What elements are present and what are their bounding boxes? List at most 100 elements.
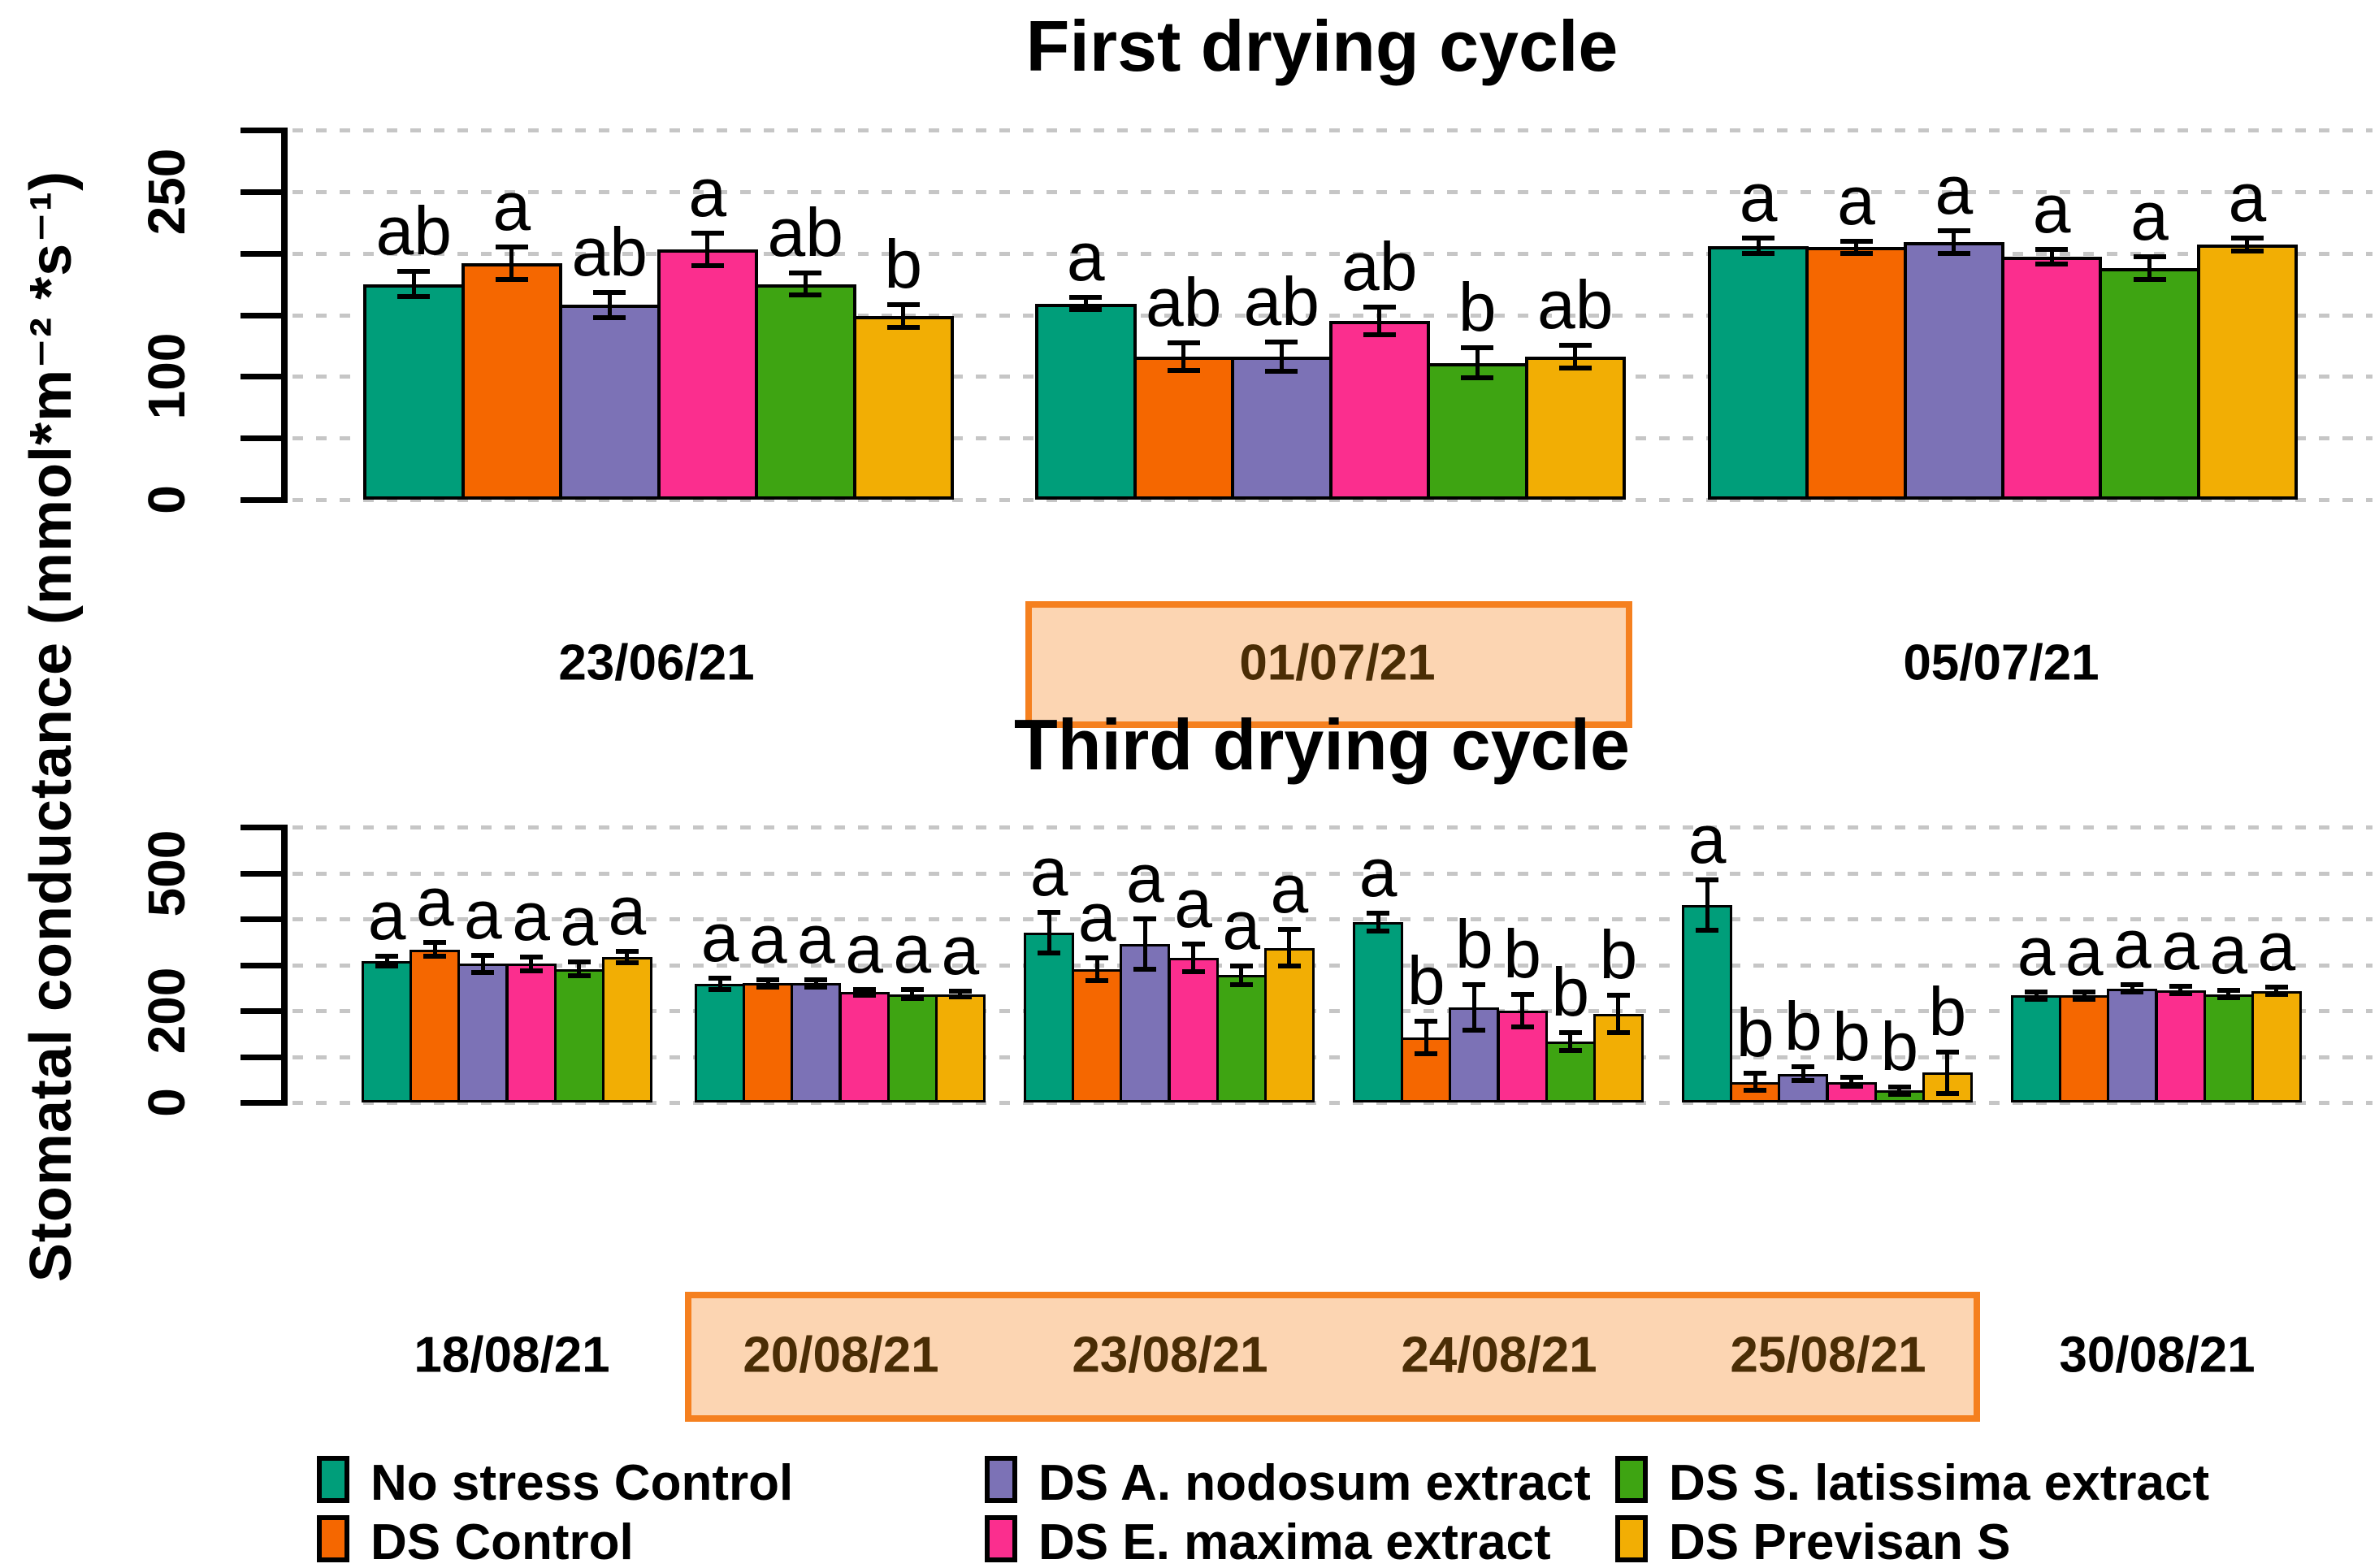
significance-letter: ab	[767, 193, 843, 271]
error-bar-cap-bottom	[1558, 1048, 1582, 1054]
error-bar-cap-top	[1744, 1071, 1767, 1076]
bar	[743, 983, 794, 1102]
significance-letter: a	[688, 154, 727, 232]
error-bar-cap-top	[471, 953, 495, 959]
highlight-box	[685, 1292, 1980, 1422]
error-bar	[1520, 994, 1525, 1027]
y-axis-tick	[240, 825, 284, 830]
error-bar-cap-bottom	[2169, 991, 2192, 997]
legend-color-swatch	[985, 1515, 1017, 1562]
error-bar	[1239, 966, 1244, 985]
y-axis-tick-label: 0	[137, 485, 196, 514]
error-bar	[1753, 1073, 1757, 1090]
bar	[1524, 357, 1626, 500]
bar	[2203, 994, 2254, 1102]
error-bar-cap-bottom	[2216, 995, 2240, 1001]
y-axis-tick	[240, 250, 284, 257]
error-bar-cap-top	[375, 954, 399, 959]
error-bar-cap-bottom	[1277, 964, 1301, 969]
y-axis-tick	[240, 374, 284, 380]
y-axis-tick	[240, 1054, 284, 1060]
error-bar-cap-bottom	[1167, 367, 1200, 373]
bar	[457, 964, 509, 1102]
significance-letter: a	[748, 900, 787, 977]
error-bar-cap-top	[2230, 236, 2264, 241]
error-bar-cap-bottom	[1840, 1084, 1863, 1089]
significance-letter: a	[464, 877, 502, 954]
legend-item-label: DS S. latissima extract	[1669, 1455, 2210, 1511]
error-bar-cap-bottom	[1229, 981, 1253, 987]
error-bar-cap-top	[2035, 247, 2069, 253]
gridline	[292, 1055, 2372, 1059]
bar	[2001, 257, 2103, 500]
error-bar-cap-top	[1742, 236, 1775, 241]
error-bar-cap-top	[691, 231, 724, 236]
error-bar-cap-bottom	[1935, 1090, 1959, 1096]
error-bar-cap-top	[948, 989, 972, 994]
significance-letter: a	[2017, 912, 2056, 990]
bar	[791, 983, 842, 1102]
legend-item-label: DS Previsan S	[1669, 1514, 2011, 1568]
error-bar-cap-bottom	[593, 314, 626, 320]
bar	[1263, 947, 1315, 1102]
error-bar-cap-bottom	[1086, 978, 1109, 984]
significance-letter: a	[2209, 912, 2248, 989]
x-axis-date-label: 30/08/21	[2059, 1327, 2256, 1384]
significance-letter: a	[2032, 171, 2071, 248]
significance-letter: a	[367, 877, 406, 955]
error-bar	[480, 955, 485, 972]
error-bar-cap-top	[1840, 238, 1873, 244]
legend-item-label: DS Control	[370, 1514, 634, 1568]
error-bar-cap-bottom	[886, 324, 920, 330]
error-bar-cap-top	[804, 977, 828, 982]
error-bar	[1083, 297, 1088, 310]
bar	[553, 968, 604, 1102]
error-bar	[1756, 238, 1761, 253]
significance-letter: a	[2113, 906, 2152, 983]
significance-letter: a	[1174, 865, 1212, 942]
y-axis-tick-label: 200	[137, 967, 196, 1055]
error-bar-cap-top	[886, 302, 920, 308]
gridline	[292, 825, 2372, 829]
error-bar-cap-top	[1367, 910, 1390, 916]
y-axis-tick	[240, 188, 284, 195]
error-bar	[1471, 984, 1476, 1031]
error-bar	[1279, 341, 1284, 372]
error-bar-cap-bottom	[1558, 365, 1592, 370]
error-bar	[1287, 929, 1292, 967]
gridline	[292, 128, 2372, 132]
error-bar-cap-top	[1086, 955, 1109, 961]
error-bar-cap-top	[1415, 1018, 1438, 1024]
bar	[2251, 990, 2302, 1102]
error-bar-cap-top	[1937, 228, 1970, 234]
significance-letter: b	[884, 226, 923, 303]
error-bar-cap-bottom	[423, 954, 447, 959]
legend-color-swatch	[1615, 1515, 1648, 1562]
bar	[2196, 245, 2298, 500]
error-bar	[384, 956, 389, 966]
significance-letter: ab	[1537, 266, 1614, 344]
y-axis-line	[281, 825, 288, 1106]
significance-letter: a	[512, 877, 550, 955]
bar	[1427, 362, 1528, 500]
error-bar-cap-top	[1887, 1084, 1911, 1089]
error-bar-cap-bottom	[789, 292, 822, 298]
bar	[2011, 995, 2062, 1102]
error-bar-cap-top	[900, 987, 924, 992]
error-bar-cap-top	[1069, 295, 1103, 301]
error-bar-cap-top	[1277, 926, 1301, 932]
significance-letter: a	[560, 883, 599, 960]
bar	[1805, 247, 1907, 500]
error-bar-cap-top	[2264, 985, 2288, 990]
error-bar	[1046, 912, 1051, 954]
gridline	[292, 1101, 2372, 1105]
error-bar-cap-top	[1935, 1049, 1959, 1055]
error-bar	[509, 247, 514, 279]
highlight-box	[1025, 601, 1632, 728]
legend-color-swatch	[317, 1456, 349, 1503]
error-bar-cap-bottom	[471, 969, 495, 975]
error-bar-cap-top	[1840, 1074, 1863, 1080]
x-axis-date-label: 25/08/21	[1730, 1327, 1926, 1384]
error-bar	[1094, 958, 1099, 981]
